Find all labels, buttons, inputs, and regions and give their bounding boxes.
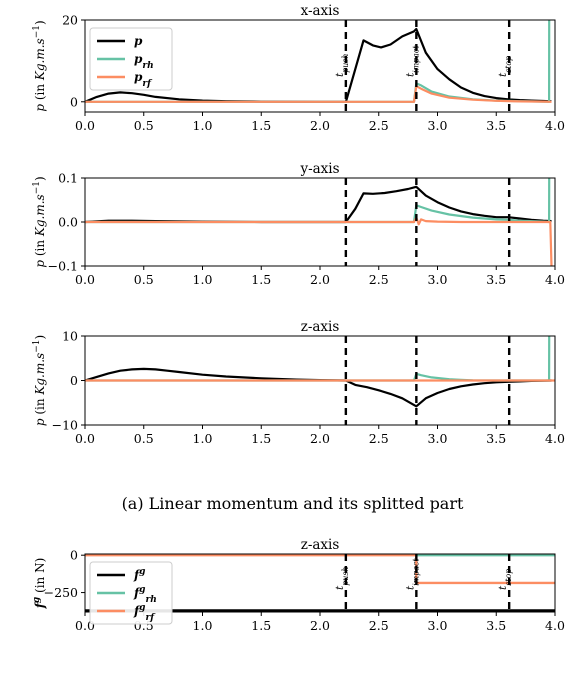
x-tick-label: 3.5 xyxy=(486,618,506,633)
x-tick-label: 1.5 xyxy=(251,118,271,133)
legend-label: prh xyxy=(134,52,154,71)
y-tick-label: 0.0 xyxy=(58,215,78,230)
x-tick-label: 1.0 xyxy=(193,272,213,287)
x-tick-label: 3.0 xyxy=(428,431,448,446)
y-axis-label: p (in Kg.m.s−1) xyxy=(32,20,47,111)
y-axis-label: fg (in N) xyxy=(32,558,47,610)
x-tick-label: 2.0 xyxy=(310,618,330,633)
x-tick-label: 4.0 xyxy=(545,272,565,287)
x-tick-label: 1.0 xyxy=(193,431,213,446)
panel-title: z-axis xyxy=(301,537,340,553)
x-tick-label: 2.0 xyxy=(310,431,330,446)
x-tick-label: 1.5 xyxy=(251,618,271,633)
x-tick-label: 0.5 xyxy=(134,272,154,287)
x-tick-label: 1.0 xyxy=(193,118,213,133)
event-label: timpact xyxy=(404,45,420,77)
series-line-p xyxy=(85,27,552,103)
y-axis-label: p (in Kg.m.s−1) xyxy=(32,335,47,426)
x-tick-label: 0.0 xyxy=(75,118,95,133)
series-line-p_rf xyxy=(85,85,552,103)
x-tick-label: 3.5 xyxy=(486,272,506,287)
panel-title: y-axis xyxy=(299,161,339,177)
legend-label: fg xyxy=(133,567,145,582)
x-tick-label: 1.0 xyxy=(193,618,213,633)
panel-title: x-axis xyxy=(301,3,340,19)
x-tick-label: 0.0 xyxy=(75,431,95,446)
x-tick-label: 0.5 xyxy=(134,118,154,133)
x-tick-label: 1.5 xyxy=(251,272,271,287)
series-line-p xyxy=(85,367,552,408)
series-line-p_rh xyxy=(85,336,551,382)
y-tick-label: 10 xyxy=(62,329,78,344)
x-tick-label: 2.5 xyxy=(369,118,389,133)
x-tick-label: 3.0 xyxy=(428,272,448,287)
event-label: tpush xyxy=(334,567,350,590)
legend-label: prf xyxy=(134,70,153,89)
panel-2: 0.0 0.5 1.0 1.5 2.0 2.5 3.0 3.5 4.00.10.0−0.1y-a… xyxy=(32,161,565,287)
y-tick-label: −250 xyxy=(44,585,78,600)
figure-caption: (a) Linear momentum and its splitted par… xyxy=(121,494,464,513)
x-tick-label: 2.0 xyxy=(310,118,330,133)
x-tick-label: 0.0 xyxy=(75,272,95,287)
event-label: tpush xyxy=(334,54,350,77)
y-tick-label: −0.1 xyxy=(48,259,78,274)
x-tick-label: 4.0 xyxy=(545,118,565,133)
y-tick-label: 0 xyxy=(70,373,78,388)
x-tick-label: 1.5 xyxy=(251,431,271,446)
x-tick-label: 2.5 xyxy=(369,431,389,446)
y-tick-label: −10 xyxy=(52,418,78,433)
x-tick-label: 2.5 xyxy=(369,272,389,287)
x-tick-label: 3.0 xyxy=(428,118,448,133)
y-tick-label: 20 xyxy=(62,13,78,28)
y-tick-label: 0 xyxy=(70,548,78,563)
x-tick-label: 4.0 xyxy=(545,618,565,633)
x-tick-label: 2.5 xyxy=(369,618,389,633)
panel-3: 0.0 0.5 1.0 1.5 2.0 2.5 3.0 3.5 4.0 10 0 −10 z-axis p… xyxy=(32,319,565,446)
legend-box xyxy=(89,561,173,625)
y-tick-label: 0.1 xyxy=(58,171,78,186)
panel-1: tpush timpact tstop 0.0 0.5 1.0 1.5 2.0 2.5 3.0 3.… xyxy=(32,3,565,133)
x-tick-label: 0.5 xyxy=(134,431,154,446)
series-line-p xyxy=(85,185,552,224)
y-axis-label: p (in Kg.m.s−1) xyxy=(32,176,47,267)
legend-box xyxy=(89,27,173,91)
x-tick-label: 4.0 xyxy=(545,431,565,446)
x-tick-label: 3.5 xyxy=(486,431,506,446)
legend-label: fgrf xyxy=(133,603,156,623)
y-tick-label: 0 xyxy=(70,94,78,109)
x-tick-label: 2.0 xyxy=(310,272,330,287)
legend-label: p xyxy=(134,34,143,48)
x-tick-label: 3.0 xyxy=(428,618,448,633)
event-label: tstop xyxy=(497,56,513,77)
x-tick-label: 3.5 xyxy=(486,118,506,133)
event-label: tstop xyxy=(497,569,513,590)
event-label: timpact xyxy=(404,558,420,590)
panel-title: z-axis xyxy=(301,319,340,335)
legend-label: fgrh xyxy=(133,585,157,605)
